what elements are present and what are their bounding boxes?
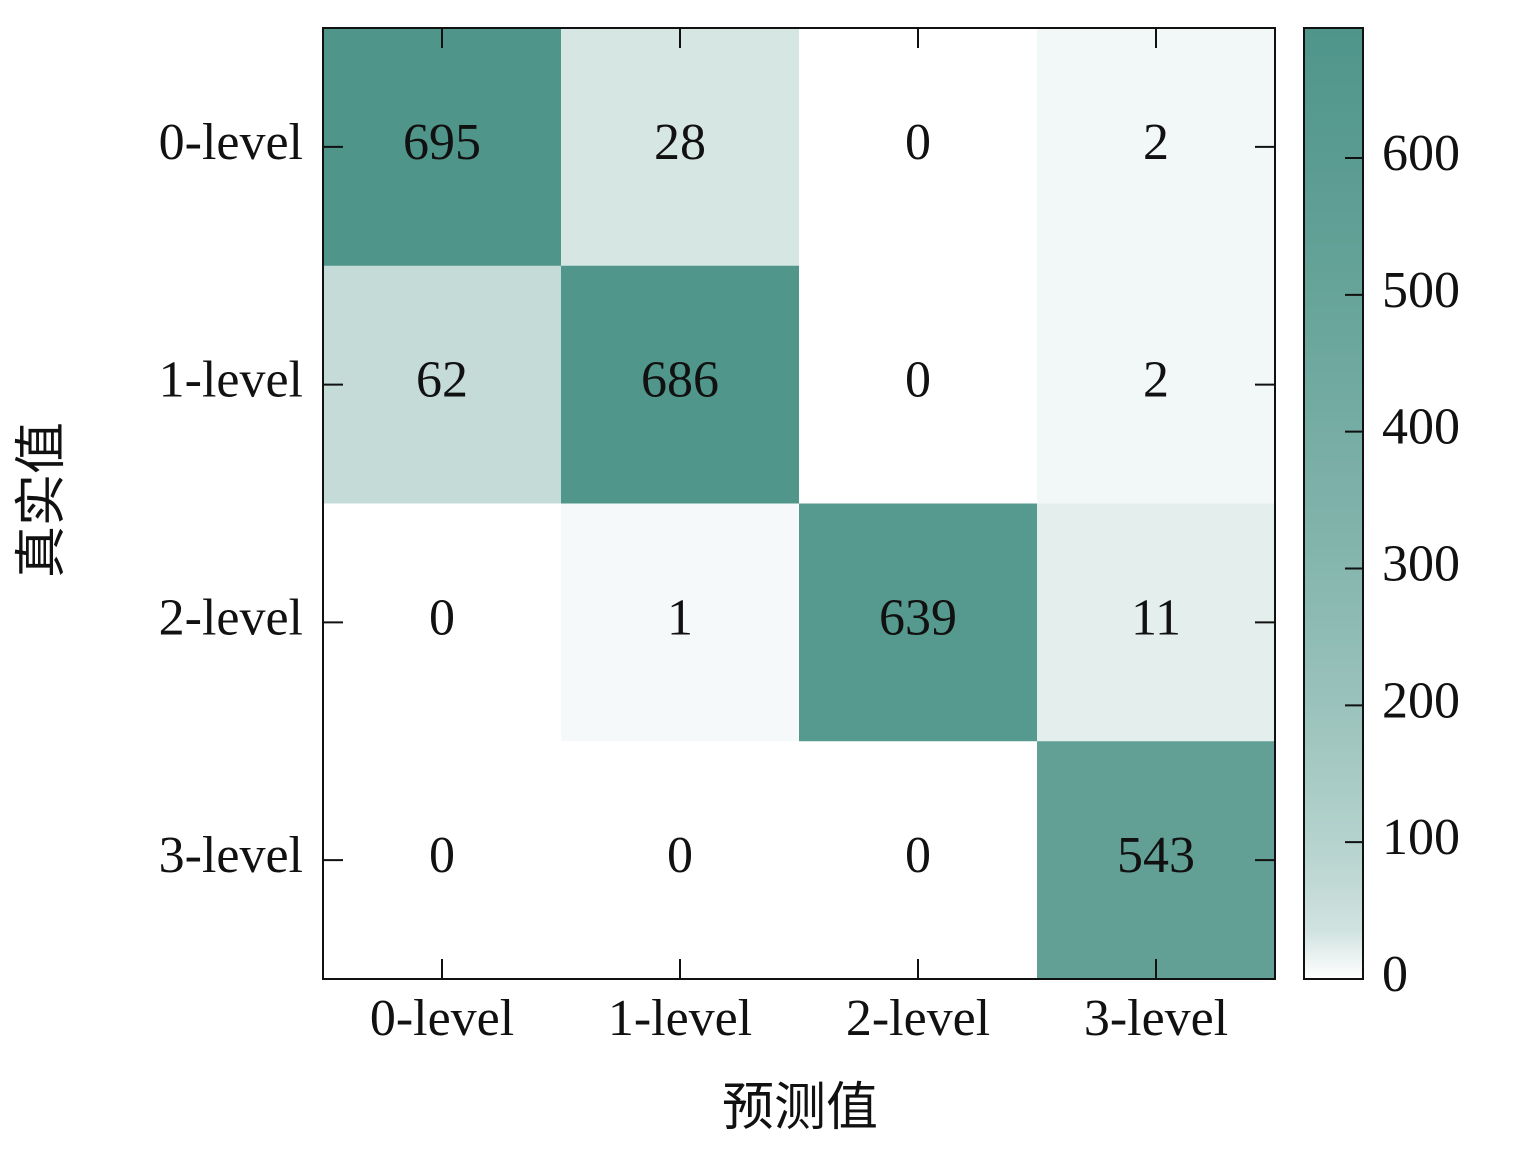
cells [323,28,1276,980]
colorbar-tick-label: 500 [1382,262,1460,319]
cell-label: 1 [667,589,693,646]
cell [561,28,800,267]
cell [323,741,562,980]
colorbar-tick-label: 400 [1382,399,1460,456]
cell-label: 2 [1143,114,1169,171]
cell-label: 695 [403,114,481,171]
cell-label: 686 [641,352,719,409]
cell [561,265,800,504]
y-tick-label: 2-level [159,589,303,646]
x-tick-label: 1-level [608,990,752,1047]
cell-label: 11 [1131,589,1181,646]
cell [799,28,1038,267]
y-tick-label: 1-level [159,352,303,409]
y-tick-label: 0-level [159,114,303,171]
x-axis-label: 预测值 [722,1080,878,1137]
cell [323,503,562,742]
cell [799,503,1038,742]
cell [1037,265,1276,504]
cell [1037,741,1276,980]
colorbar-tick-label: 600 [1382,125,1460,182]
cell-label: 62 [416,352,468,409]
cell [1037,28,1276,267]
colorbar [1303,27,1364,980]
cell [323,265,562,504]
cell-label: 543 [1117,827,1195,884]
cell-label: 0 [905,352,931,409]
plot-frame [322,27,1276,980]
y-axis-label: 真实值 [14,422,71,578]
cell-label: 28 [654,114,706,171]
cell-label: 0 [905,827,931,884]
cell-label: 0 [667,827,693,884]
cell [561,741,800,980]
cell [323,28,562,267]
colorbar-tick-label: 0 [1382,946,1408,1003]
cell [799,265,1038,504]
cell [561,503,800,742]
x-tick-label: 0-level [370,990,514,1047]
colorbar-tick-label: 100 [1382,809,1460,866]
colorbar-tick-label: 200 [1382,672,1460,729]
cell-label: 0 [905,114,931,171]
cell-label: 2 [1143,352,1169,409]
cell-label: 0 [429,827,455,884]
cell [799,741,1038,980]
colorbar-tick-label: 300 [1382,535,1460,592]
cell-label: 639 [879,589,957,646]
x-tick-label: 2-level [846,990,990,1047]
y-tick-label: 3-level [159,827,303,884]
cell [1037,503,1276,742]
cell-label: 0 [429,589,455,646]
x-tick-label: 3-level [1084,990,1228,1047]
